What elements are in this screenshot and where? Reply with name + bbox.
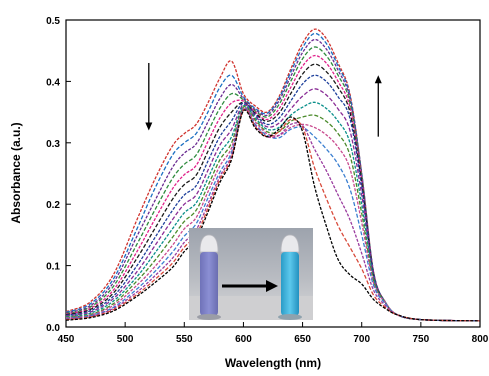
right-vial-solution (281, 252, 299, 316)
x-axis-title: Wavelength (nm) (225, 356, 321, 370)
plot-frame (65, 19, 481, 328)
y-tick-label: 0.4 (46, 77, 60, 88)
series-line-11 (65, 106, 481, 322)
series-line-12 (65, 107, 481, 322)
left-vial-solution (200, 252, 218, 316)
series-line-13 (65, 108, 481, 322)
x-tick-label: 800 (472, 334, 489, 345)
y-tick-label: 0.0 (46, 323, 60, 334)
x-tick-label: 700 (353, 334, 370, 345)
y-tick-label: 0.2 (46, 200, 60, 211)
left-vial-cap (199, 234, 219, 253)
inset-photo (189, 228, 313, 320)
trend-arrow-up-head (374, 75, 382, 84)
right-vial-cap (280, 234, 300, 253)
series-line-8 (65, 88, 481, 322)
left-vial-base (197, 314, 221, 320)
arrow-layer (145, 62, 382, 137)
series-line-15 (65, 109, 481, 322)
series-line-6 (65, 63, 481, 322)
x-tick-label: 550 (176, 334, 193, 345)
x-tick-label: 600 (235, 334, 252, 345)
x-tick-label: 650 (294, 334, 311, 345)
inset-arrow-head (266, 280, 278, 292)
y-tick-label: 0.5 (46, 16, 60, 27)
tick-layer: 450 500 550 600 650 700 750 800 0.0 0.1 0.2 0.3 0.4 0… (46, 16, 489, 345)
series-layer (65, 28, 481, 322)
y-tick-label: 0.1 (46, 262, 60, 273)
series-line-10 (65, 105, 481, 322)
x-tick-label: 450 (58, 334, 75, 345)
trend-arrow-down-head (145, 122, 153, 131)
right-vial-base (278, 314, 302, 320)
x-tick-label: 500 (117, 334, 134, 345)
y-tick-label: 0.3 (46, 139, 60, 150)
y-axis-title: Absorbance (a.u.) (9, 122, 23, 223)
x-tick-label: 750 (413, 334, 430, 345)
